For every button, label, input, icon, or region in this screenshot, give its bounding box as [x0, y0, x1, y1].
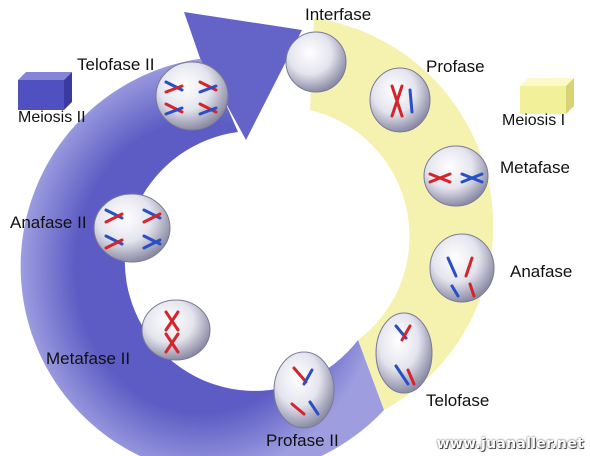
legend-meiosis1-label: Meiosis I: [502, 112, 566, 129]
telofase-cell-icon: [375, 312, 433, 394]
telofase2-label: Telofase II: [77, 55, 155, 74]
telofase2-cell-icon: [155, 61, 229, 131]
metafase2-label: Metafase II: [46, 349, 131, 368]
meiosis1-legend-box: [520, 78, 574, 114]
anafase2-label: Anafase II: [10, 213, 87, 232]
profase-label: Profase: [426, 57, 485, 76]
telofase-label: Telofase: [426, 391, 490, 410]
profase2-cell-icon: [273, 351, 335, 429]
interfase-cell-icon: [285, 31, 347, 93]
anafase-label: Anafase: [510, 262, 573, 281]
credit-watermark: www.juanaller.net: [436, 436, 584, 452]
meiosis2-arc: [20, 58, 384, 456]
meiosis1-arc: [310, 18, 494, 410]
legend-meiosis2-label: Meiosis II: [18, 109, 86, 126]
anafase-cell-icon: [429, 233, 495, 303]
meiosis2-legend-box: [18, 72, 72, 110]
metafase-cell-icon: [423, 145, 489, 207]
interfase-label: Interfase: [305, 5, 372, 24]
profase2-label: Profase II: [266, 431, 339, 450]
anafase2-cell-icon: [93, 193, 171, 263]
profase-cell-icon: [369, 67, 431, 133]
cycle-arrow-icon: [184, 12, 302, 140]
metafase-label: Metafase: [500, 158, 570, 177]
metafase2-cell-icon: [141, 299, 211, 361]
